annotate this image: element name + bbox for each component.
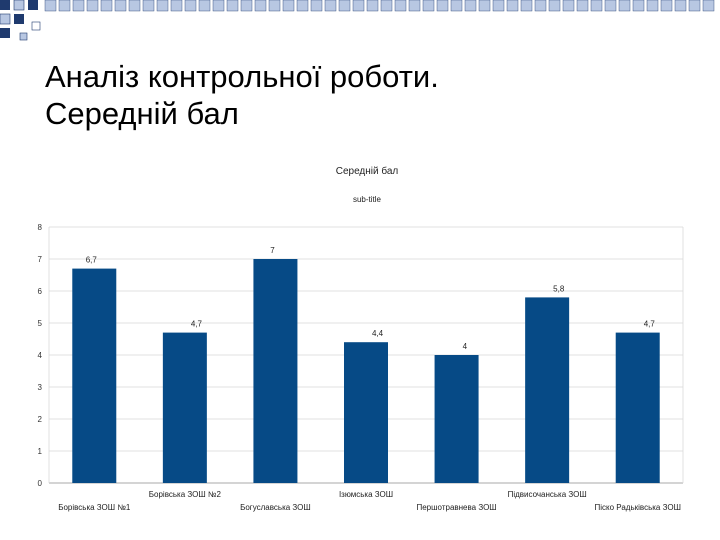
deco-strip-square (352, 0, 365, 12)
bar-value-label: 4,4 (372, 329, 384, 338)
deco-strip-square (366, 0, 379, 12)
deco-square (0, 0, 10, 10)
deco-strip-square (422, 0, 435, 12)
deco-strip-square (184, 0, 197, 12)
deco-strip-square (240, 0, 253, 12)
y-tick-label: 8 (38, 223, 43, 232)
deco-strip-square (618, 0, 631, 12)
deco-square (0, 13, 11, 25)
chart-subtitle: sub-title (353, 195, 382, 204)
bar-value-label: 6,7 (86, 256, 98, 265)
y-tick-label: 5 (38, 319, 43, 328)
decorative-squares-strip (44, 0, 715, 12)
chart-bars (72, 259, 660, 483)
x-category-label: Борівська ЗОШ №2 (149, 490, 222, 499)
deco-strip-square (436, 0, 449, 12)
deco-strip-square (478, 0, 491, 12)
deco-strip-square (310, 0, 323, 12)
deco-square (28, 0, 38, 10)
deco-strip-square (380, 0, 393, 12)
bar-value-label: 4,7 (644, 320, 656, 329)
x-category-label: Піско Радьківська ЗОШ (595, 503, 681, 512)
deco-strip-square (394, 0, 407, 12)
bar (615, 332, 660, 483)
deco-strip-square (604, 0, 617, 12)
bar (525, 297, 570, 483)
deco-strip-square (576, 0, 589, 12)
deco-square (19, 32, 28, 41)
deco-strip-square (100, 0, 113, 12)
deco-strip-square (702, 0, 715, 12)
bar-value-label: 5,8 (553, 284, 565, 293)
slide-title-line-1: Аналіз контрольної роботи. (45, 59, 439, 94)
bar-chart: Середній бал sub-title 0 1 2 3 4 5 6 7 8 Борівсь… (38, 165, 684, 512)
deco-strip-square (86, 0, 99, 12)
deco-strip-square (226, 0, 239, 12)
y-tick-label: 2 (38, 415, 43, 424)
deco-strip-square (688, 0, 701, 12)
deco-strip-square (548, 0, 561, 12)
x-category-label: Першотравнева ЗОШ (416, 503, 496, 512)
deco-strip-square (128, 0, 141, 12)
deco-strip-square (254, 0, 267, 12)
decorative-squares (0, 0, 715, 41)
deco-strip-square (506, 0, 519, 12)
deco-square (31, 21, 41, 31)
x-category-label: Підвисочанська ЗОШ (508, 490, 587, 499)
deco-strip-square (198, 0, 211, 12)
deco-strip-square (44, 0, 57, 12)
y-tick-label: 7 (38, 255, 43, 264)
deco-strip-square (590, 0, 603, 12)
deco-strip-square (338, 0, 351, 12)
bar-value-label: 4,7 (191, 320, 203, 329)
bar-value-label: 4 (463, 342, 468, 351)
bar (253, 259, 298, 483)
deco-strip-square (450, 0, 463, 12)
deco-strip-square (520, 0, 533, 12)
deco-strip-square (58, 0, 71, 12)
slide-title: Аналіз контрольної роботи. Середній бал (45, 58, 685, 132)
deco-strip-square (282, 0, 295, 12)
x-category-label: Борівська ЗОШ №1 (58, 503, 131, 512)
deco-strip-square (660, 0, 673, 12)
y-tick-label: 6 (38, 287, 43, 296)
bar (162, 332, 207, 483)
deco-strip-square (170, 0, 183, 12)
deco-strip-square (562, 0, 575, 12)
chart-data-labels: 6,7 4,7 7 4,4 4 5,8 4,7 (86, 246, 656, 351)
deco-square (13, 0, 25, 11)
slide-title-line-2: Середній бал (45, 96, 239, 131)
deco-strip-square (296, 0, 309, 12)
decorative-squares-group (0, 0, 41, 41)
deco-strip-square (492, 0, 505, 12)
deco-strip-square (408, 0, 421, 12)
bar (434, 355, 479, 483)
deco-strip-square (674, 0, 687, 12)
y-tick-label: 0 (38, 479, 43, 488)
bar (344, 342, 388, 483)
deco-strip-square (142, 0, 155, 12)
y-tick-label: 1 (38, 447, 43, 456)
deco-square (14, 14, 24, 24)
x-category-label: Ізюмська ЗОШ (339, 490, 393, 499)
deco-strip-square (114, 0, 127, 12)
bar-value-label: 7 (270, 246, 275, 255)
y-tick-label: 3 (38, 383, 43, 392)
x-category-label: Богуславська ЗОШ (240, 503, 311, 512)
deco-strip-square (324, 0, 337, 12)
deco-strip-square (464, 0, 477, 12)
deco-strip-square (646, 0, 659, 12)
deco-strip-square (534, 0, 547, 12)
deco-strip-square (156, 0, 169, 12)
chart-title: Середній бал (336, 165, 399, 177)
deco-square (0, 28, 10, 38)
chart-y-axis: 0 1 2 3 4 5 6 7 8 (38, 223, 43, 488)
deco-strip-square (212, 0, 225, 12)
bar (72, 268, 117, 483)
chart-x-axis: Борівська ЗОШ №1 Борівська ЗОШ №2 Богуслав… (58, 490, 681, 512)
deco-strip-square (72, 0, 85, 12)
deco-strip-square (268, 0, 281, 12)
deco-strip-square (632, 0, 645, 12)
y-tick-label: 4 (38, 351, 43, 360)
